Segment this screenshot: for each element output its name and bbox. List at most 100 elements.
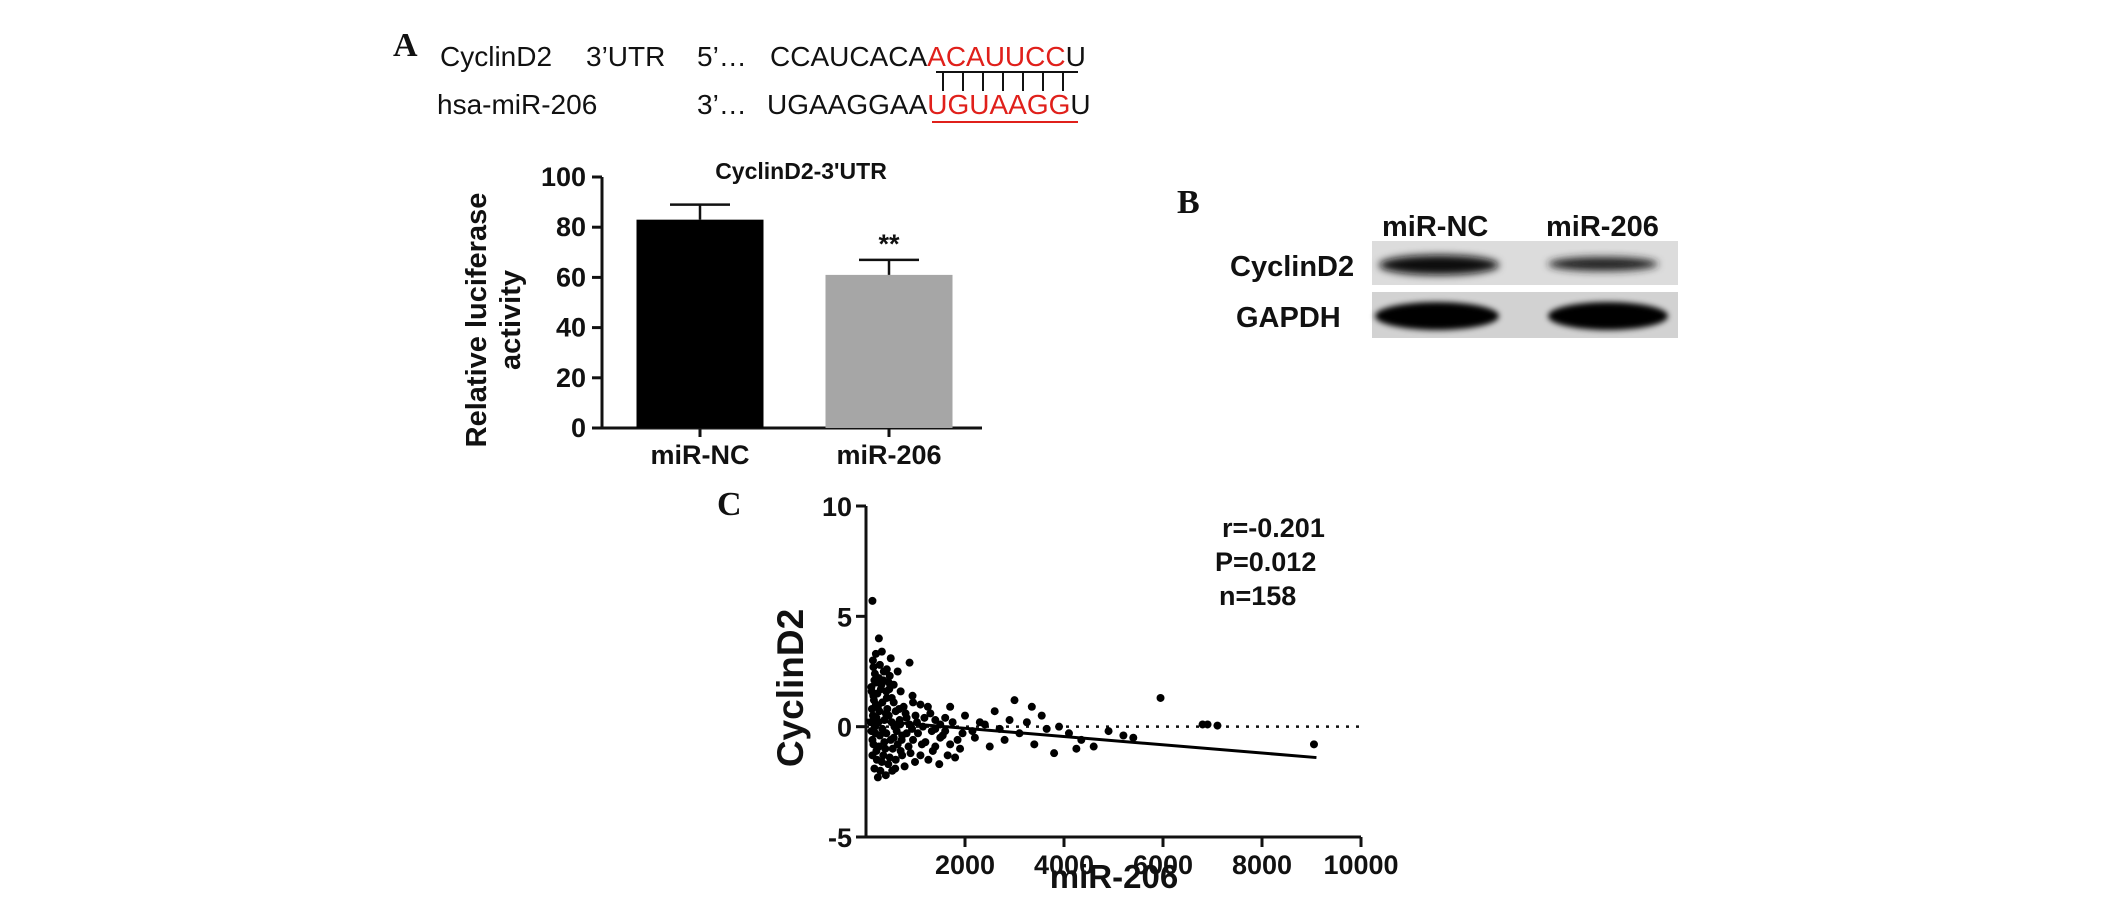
scatter-point [884,760,893,769]
scatter-point [874,634,883,643]
blot-strip-cyclind2 [1372,241,1678,285]
scatter-point [902,713,911,722]
band-gapdh-mir206 [1548,302,1668,330]
scatter-point [904,742,913,751]
scatter-point [890,722,899,731]
seq-row1-target: CCAUCACAACAUUCCU [770,41,1086,72]
scatter-point [867,687,876,696]
band-gapdh-mirnc [1375,302,1499,330]
scatter-point [948,718,957,727]
scatter-point [900,762,909,771]
scatter-point [951,753,960,762]
scatter-point [911,711,920,720]
scatter-point [920,713,929,722]
scatter-point [875,731,884,740]
scatter-point [908,691,917,700]
scatter-point [879,667,888,676]
scatter-point [881,709,890,718]
seq-row1-region: 3’UTR [586,41,665,72]
scatter-point [941,713,950,722]
blot-row-label-cyclind2: CyclinD2 [1230,251,1354,283]
scatter-point [931,742,940,751]
scatter-point [897,735,906,744]
scatter-point [916,751,925,760]
scatter-x-tick-label: 10000 [1323,850,1398,880]
scatter-point [880,738,889,747]
panel-c-label: C [717,486,742,523]
scatter-point [885,753,894,762]
scatter-ylabel: CyclinD2 [770,609,811,767]
scatter-point [871,700,880,709]
scatter-point [1104,727,1113,736]
seq-row2-mirna: UGAAGGAAUGUAAGGU [767,89,1091,120]
scatter-point [868,656,877,665]
scatter-point [869,663,878,672]
scatter-point [1129,733,1138,742]
bar-y-tick-label: 40 [556,313,586,343]
scatter-point [990,707,999,716]
scatter-point [1309,740,1318,749]
scatter-point [876,766,885,775]
scatter-point [877,757,886,766]
panel-b-label: B [1177,184,1200,221]
blot-lane-label-2: miR-206 [1546,211,1659,243]
scatter-point [956,744,965,753]
scatter-point [902,729,911,738]
scatter-point [943,751,952,760]
blot-row-label-gapdh: GAPDH [1236,302,1341,334]
scatter-point [893,667,902,676]
scatter-point [985,742,994,751]
scatter-point [909,735,918,744]
scatter-point [877,647,886,656]
scatter-point [875,660,884,669]
scatter-point [1055,722,1064,731]
bar-category-label: miR-NC [651,440,750,470]
scatter-point [896,687,905,696]
scatter-point [923,702,932,711]
bar-category-label: miR-206 [836,440,941,470]
scatter-point [886,735,895,744]
seq-row2-name: hsa-miR-206 [437,89,597,120]
seq-row2-seed: UGUAAGG [927,89,1070,120]
scatter-x-tick-label: 8000 [1232,850,1292,880]
scatter-point [1022,718,1031,727]
scatter-point [916,700,925,709]
seq-row2-end: U [1070,89,1090,120]
scatter-point [970,733,979,742]
scatter-point [877,680,886,689]
scatter-point [1089,742,1098,751]
bar-y-tick-label: 60 [556,262,586,292]
scatter-point [881,744,890,753]
scatter-point [878,724,887,733]
scatter-point [882,693,891,702]
seq-row2-black: UGAAGGAA [767,89,928,120]
base-pair-lines [936,71,1078,91]
scatter-point [913,729,922,738]
bar-y-tick-label: 80 [556,212,586,242]
luciferase-bar-chart: CyclinD2-3'UTR Relative luciferase activ… [461,158,982,470]
scatter-point [873,773,882,782]
scatter-y-tick-label: 0 [837,713,852,743]
stat-p: P=0.012 [1215,547,1316,577]
scatter-point [1037,711,1046,720]
scatter-point [886,654,895,663]
bar-y-tick-label: 20 [556,363,586,393]
scatter-point [941,727,950,736]
seq-row1-black: CCAUCACA [770,41,927,72]
scatter-point [924,755,933,764]
scatter-point [917,740,926,749]
scatter-point [909,698,918,707]
scatter-point [1010,696,1019,705]
scatter-y-tick-label: 10 [822,492,852,522]
scatter-point [868,735,877,744]
scatter-point [946,740,955,749]
bar-y-tick-label: 100 [541,162,586,192]
scatter-point [1156,693,1165,702]
scatter-point [1203,720,1212,729]
scatter-point [911,757,920,766]
scatter-point [1050,749,1059,758]
panel-a-label: A [393,27,418,64]
scatter-point [1030,740,1039,749]
bar [636,219,764,428]
blot-lane-label-1: miR-NC [1382,211,1488,243]
